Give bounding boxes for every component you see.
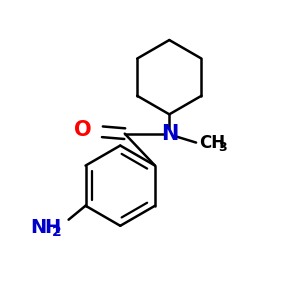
Text: H: H [44,218,60,237]
Text: CH: CH [199,134,225,152]
Text: O: O [74,120,91,140]
Text: N: N [31,218,47,237]
Text: N: N [160,124,178,144]
Text: 2: 2 [52,225,62,239]
Text: 3: 3 [218,141,226,154]
